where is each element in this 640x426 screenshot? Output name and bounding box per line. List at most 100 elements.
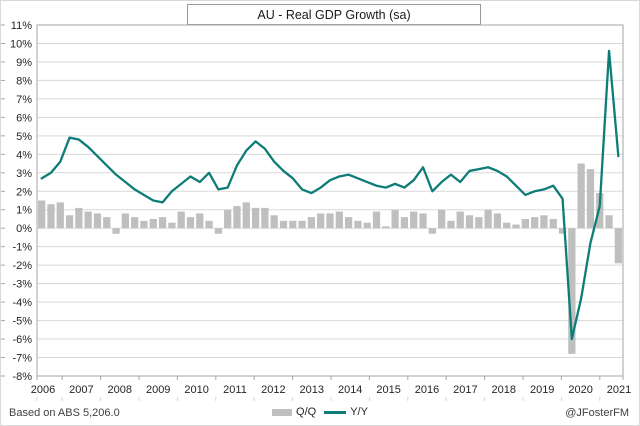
chart-footer: Based on ABS 5,206.0 Q/Q Y/Y @JFosterFM xyxy=(1,403,639,421)
qq-bar xyxy=(614,228,622,264)
x-tick-label: 2012 xyxy=(261,384,285,396)
x-tick-label: 2021 xyxy=(607,384,631,396)
x-tick-label: 2013 xyxy=(300,384,324,396)
y-tick-label: 3% xyxy=(16,168,32,180)
qq-bar xyxy=(149,218,157,229)
y-tick-label: -2% xyxy=(12,260,32,272)
qq-bar xyxy=(531,217,539,229)
qq-bar xyxy=(140,220,148,229)
qq-bar xyxy=(493,213,502,229)
qq-bar-swatch-icon xyxy=(272,408,293,416)
qq-bar xyxy=(84,211,92,229)
y-tick-label: 5% xyxy=(16,131,32,143)
qq-bar xyxy=(410,211,418,229)
yy-line-swatch-icon xyxy=(324,410,347,414)
qq-bar xyxy=(261,207,269,229)
qq-bar xyxy=(465,215,474,229)
qq-bar xyxy=(307,217,316,229)
y-tick-label: -4% xyxy=(12,297,32,309)
x-tick-label: 2019 xyxy=(530,384,554,396)
qq-bar xyxy=(75,207,83,229)
y-tick-label: 11% xyxy=(11,20,32,32)
qq-bar xyxy=(558,228,567,234)
credit-handle: @JFosterFM xyxy=(565,407,629,419)
qq-bar xyxy=(224,209,232,229)
qq-bar xyxy=(177,211,185,229)
y-tick-label: 7% xyxy=(16,94,32,106)
y-tick-label: 10% xyxy=(10,38,32,50)
y-tick-label: 1% xyxy=(16,205,32,217)
qq-bar xyxy=(93,213,102,229)
x-tick-label: 2011 xyxy=(223,384,247,396)
qq-bar xyxy=(65,215,74,229)
qq-bar xyxy=(391,209,399,229)
x-tick-label: 2007 xyxy=(69,384,93,396)
yy-line xyxy=(40,49,620,341)
qq-bar xyxy=(279,220,288,229)
qq-bar xyxy=(56,202,64,229)
qq-bar xyxy=(317,213,325,229)
x-tick-label: 2014 xyxy=(338,384,362,396)
qq-bar xyxy=(586,169,595,229)
y-tick-label: -5% xyxy=(12,316,32,328)
y-tick-label: 2% xyxy=(16,186,32,198)
y-tick-label: 6% xyxy=(16,112,32,124)
qq-bar xyxy=(131,217,139,229)
qq-bar xyxy=(196,213,204,229)
qq-bar xyxy=(47,204,55,229)
x-tick-label: 2016 xyxy=(415,384,439,396)
x-tick-label: 2017 xyxy=(453,384,477,396)
qq-bar xyxy=(568,228,576,354)
x-tick-label: 2009 xyxy=(146,384,170,396)
y-tick-label: 9% xyxy=(16,57,32,69)
qq-bar xyxy=(186,217,195,229)
qq-bar xyxy=(270,215,278,229)
x-tick-label: 2020 xyxy=(568,384,592,396)
qq-bar xyxy=(205,220,213,229)
y-tick-label: -3% xyxy=(12,279,32,291)
qq-bar xyxy=(549,218,557,229)
y-tick-label: -6% xyxy=(12,334,32,346)
qq-bar xyxy=(521,218,529,229)
y-tick-label: -7% xyxy=(12,353,32,365)
qq-bar xyxy=(428,228,436,234)
qq-bar xyxy=(242,202,250,229)
x-tick-label: 2015 xyxy=(376,384,400,396)
legend-item-qq: Q/Q xyxy=(272,406,316,418)
qq-bar xyxy=(103,217,111,229)
qq-bar xyxy=(372,211,381,229)
qq-bar xyxy=(382,226,390,229)
y-tick-label: -8% xyxy=(12,371,32,383)
legend-yy-label: Y/Y xyxy=(350,406,368,418)
x-tick-label: 2010 xyxy=(184,384,208,396)
qq-bar xyxy=(121,213,129,229)
y-tick-label: 4% xyxy=(16,149,32,161)
qq-bar xyxy=(419,213,427,229)
qq-bar xyxy=(38,200,46,229)
qq-bar xyxy=(214,228,223,234)
qq-bar xyxy=(168,222,176,229)
qq-bar xyxy=(540,215,548,229)
qq-bar xyxy=(289,220,297,229)
qq-bar xyxy=(363,222,371,229)
qq-bar xyxy=(475,217,483,229)
qq-bar xyxy=(354,220,362,229)
qq-bar xyxy=(447,220,455,229)
qq-bar xyxy=(400,217,409,229)
qq-bar xyxy=(577,163,585,229)
y-tick-label: 0% xyxy=(16,223,32,235)
x-tick-label: 2006 xyxy=(31,384,55,396)
source-note: Based on ABS 5,206.0 xyxy=(9,407,120,419)
qq-bar xyxy=(503,222,511,229)
legend: Q/Q Y/Y xyxy=(1,404,639,420)
qq-bar xyxy=(335,211,343,229)
qq-bar xyxy=(344,217,353,229)
y-tick-label: 8% xyxy=(16,75,32,87)
qq-bar xyxy=(251,207,260,229)
qq-bar xyxy=(437,209,446,229)
qq-bar xyxy=(233,206,241,229)
qq-bar xyxy=(456,211,464,229)
qq-bar xyxy=(298,220,306,229)
